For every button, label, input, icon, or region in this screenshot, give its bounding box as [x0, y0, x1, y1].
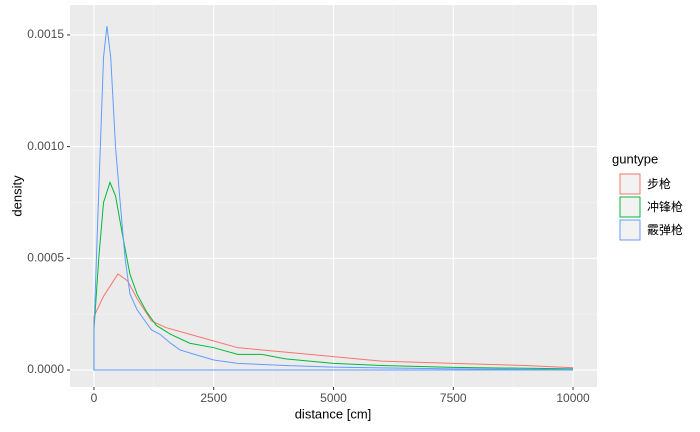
x-tick-label: 10000	[556, 391, 590, 405]
y-tick-label: 0.0005	[27, 250, 64, 264]
density-line	[93, 180, 574, 370]
x-tick-label: 5000	[320, 391, 347, 405]
legend-label: 步枪	[647, 176, 671, 191]
density-outline	[93, 329, 574, 371]
y-tick-label: 0.0010	[27, 139, 64, 153]
density-line	[93, 25, 574, 371]
y-tick-label: 0.0000	[27, 362, 64, 376]
legend-label: 冲锋枪	[647, 199, 683, 214]
legend-label: 霰弹枪	[647, 222, 683, 237]
y-axis-label: density	[9, 175, 24, 217]
legend-title: guntype	[612, 151, 658, 166]
legend-key	[619, 173, 641, 195]
y-tick-label: 0.0015	[27, 27, 64, 41]
x-tick-label: 2500	[200, 391, 227, 405]
density-line	[93, 273, 574, 369]
legend-key	[619, 196, 641, 218]
x-axis-label: distance [cm]	[295, 406, 372, 421]
x-tick-label: 7500	[440, 391, 467, 405]
x-tick-label: 0	[91, 391, 98, 405]
legend-key	[619, 219, 641, 241]
